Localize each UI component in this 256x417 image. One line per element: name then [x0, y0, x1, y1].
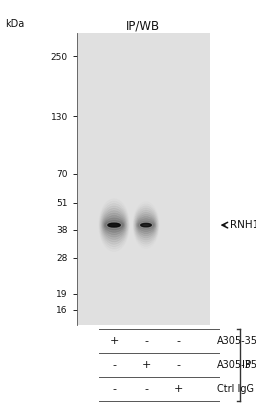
Ellipse shape — [104, 216, 124, 235]
Text: IP: IP — [242, 360, 251, 370]
Text: -: - — [144, 337, 148, 346]
Text: +: + — [141, 360, 151, 370]
Text: RNH1: RNH1 — [230, 220, 256, 230]
Title: IP/WB: IP/WB — [126, 19, 161, 32]
Ellipse shape — [102, 211, 126, 239]
Text: +: + — [173, 384, 183, 394]
Ellipse shape — [138, 221, 154, 229]
Ellipse shape — [137, 214, 155, 236]
Ellipse shape — [103, 213, 125, 237]
Text: -: - — [176, 337, 180, 346]
Text: +: + — [109, 337, 119, 346]
Ellipse shape — [138, 219, 154, 231]
Text: Ctrl IgG: Ctrl IgG — [217, 384, 254, 394]
Text: kDa: kDa — [5, 19, 24, 29]
Ellipse shape — [136, 212, 156, 238]
Ellipse shape — [105, 218, 124, 232]
Text: -: - — [176, 360, 180, 370]
Text: -: - — [112, 384, 116, 394]
Ellipse shape — [105, 220, 123, 230]
Text: -: - — [112, 360, 116, 370]
Text: -: - — [144, 384, 148, 394]
Ellipse shape — [102, 208, 126, 242]
Ellipse shape — [108, 223, 120, 227]
Ellipse shape — [141, 224, 151, 227]
Text: A305-356A: A305-356A — [217, 337, 256, 346]
Ellipse shape — [137, 216, 155, 234]
Text: A305-357A: A305-357A — [217, 360, 256, 370]
